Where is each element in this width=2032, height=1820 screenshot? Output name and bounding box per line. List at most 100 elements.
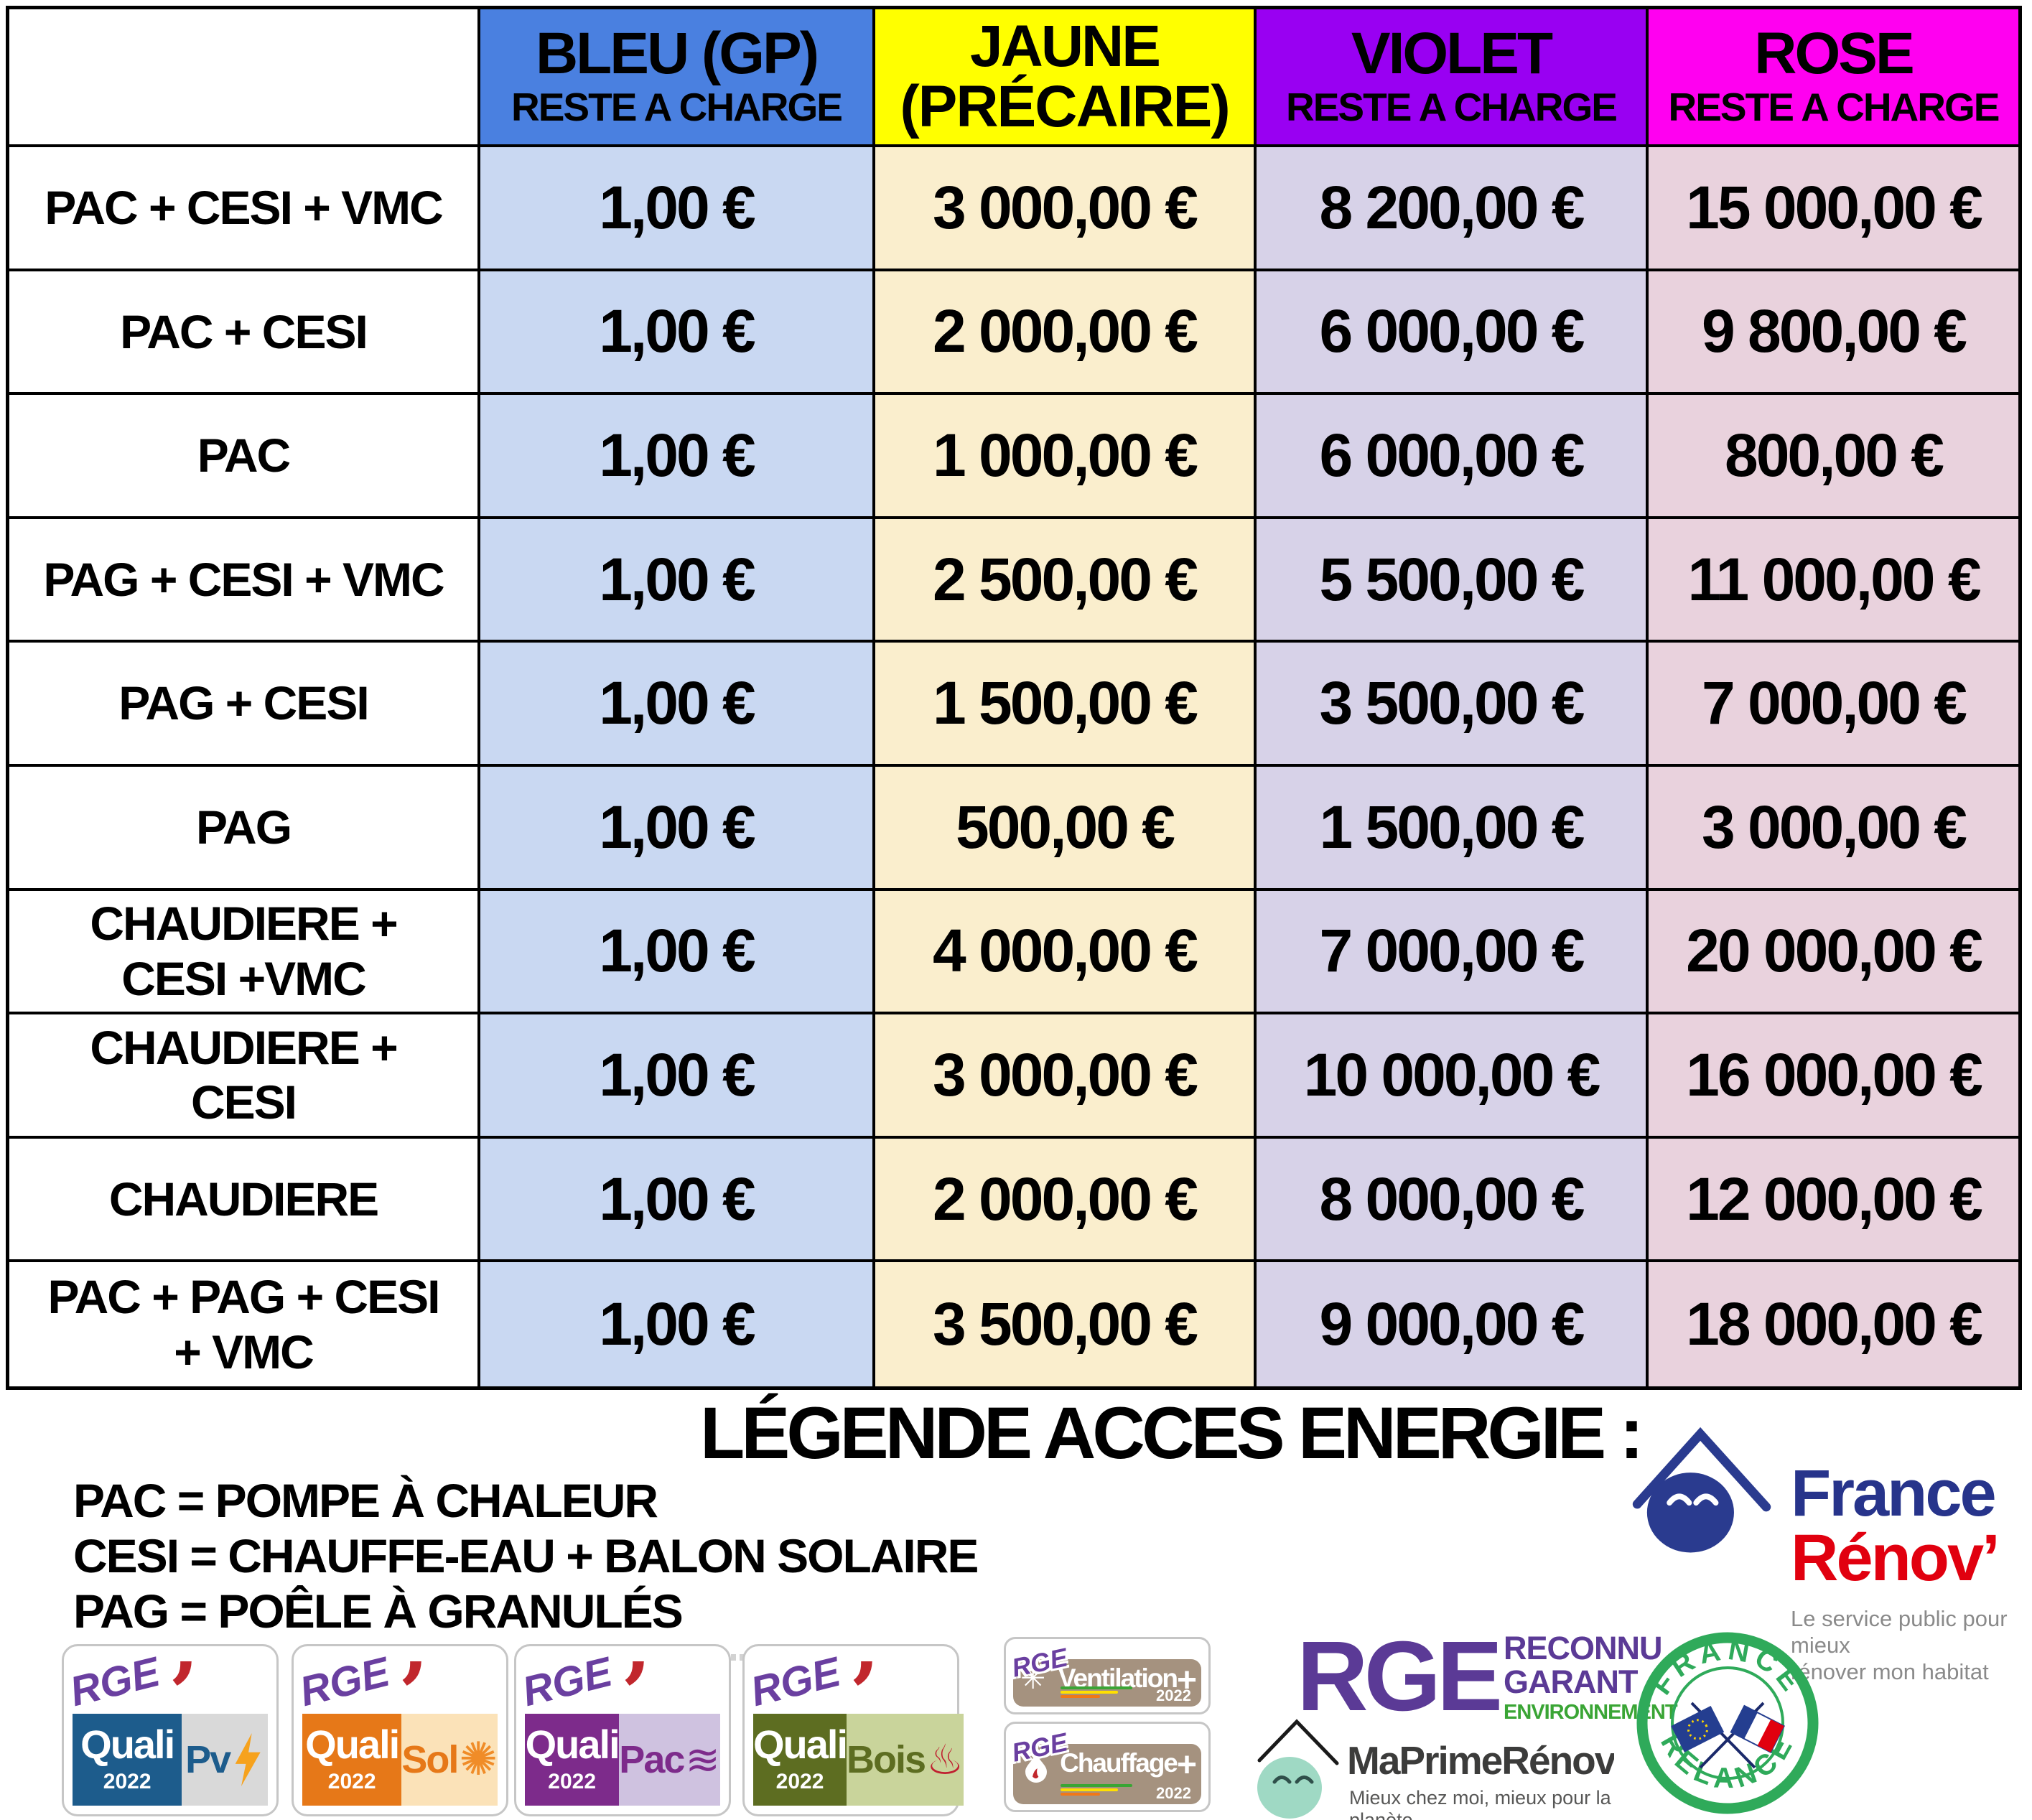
- badge-brand-panel: Quali 2022: [525, 1714, 620, 1806]
- badge-body: Quali 2022 Pv: [73, 1714, 268, 1806]
- france-relance-logo: FRANCE RELANCE: [1636, 1632, 1819, 1814]
- badge-body: Quali 2022 Pac ≋: [525, 1714, 720, 1806]
- year-label: 2022: [548, 1770, 597, 1793]
- legend-item-pac: PAC = POMPE À CHALEUR: [73, 1474, 658, 1527]
- suffix-label: Bois: [847, 1738, 926, 1781]
- row-label: CHAUDIERE + CESI +VMC: [9, 890, 480, 1015]
- suffix-label: Sol: [401, 1738, 459, 1781]
- table-cell: 3 000,00 €: [875, 147, 1257, 271]
- maprimerenov-tagline: Mieux chez moi, mieux pour la planète: [1349, 1787, 1611, 1820]
- badge-body: RGE Chauffage + 2022: [1009, 1727, 1201, 1804]
- rge-acronym: RGE: [1297, 1621, 1503, 1732]
- table-cell: 11 000,00 €: [1649, 518, 2018, 643]
- row-label: PAC + CESI: [9, 271, 480, 396]
- table-cell: 18 000,00 €: [1649, 1262, 2018, 1386]
- column-header-rose: ROSE RESTE A CHARGE: [1649, 9, 2018, 147]
- table-cell: 5 500,00 €: [1257, 518, 1649, 643]
- badge-body: Quali 2022 Sol ✺: [302, 1714, 498, 1806]
- maprimerenov-logo: MaPrimeRénov’ Mieux chez moi, mieux pour…: [1255, 1716, 1614, 1820]
- comma-icon: ’: [621, 1643, 651, 1743]
- row-label: PAG + CESI: [9, 643, 480, 767]
- france-renov-logo: France Rénov’ Le service public pour mie…: [1617, 1399, 2030, 1684]
- badge-brand-panel: Quali 2022: [302, 1714, 402, 1806]
- table-cell: 10 000,00 €: [1257, 1014, 1649, 1139]
- year-label: 2022: [775, 1770, 824, 1793]
- table-cell: 2 500,00 €: [875, 518, 1257, 643]
- column-header-jaune: JAUNE (PRÉCAIRE): [875, 9, 1257, 147]
- house-icon: [1257, 1719, 1339, 1819]
- column-title: VIOLET: [1351, 21, 1553, 87]
- column-title: ROSE: [1754, 21, 1914, 87]
- column-subtitle: (PRÉCAIRE): [900, 74, 1230, 139]
- badge-suffix-panel: Sol ✺: [401, 1714, 498, 1806]
- table-cell: 1,00 €: [480, 1262, 875, 1386]
- table-cell: 8 200,00 €: [1257, 147, 1649, 271]
- heat-waves-icon: ♨: [926, 1735, 964, 1784]
- tagline-line2: rénover mon habitat: [1791, 1659, 1989, 1684]
- badge-body: RGE ✳ Ventilation + 2022: [1009, 1642, 1201, 1707]
- maprimerenov-name: MaPrimeRénov’: [1347, 1738, 1614, 1783]
- row-label: PAC + CESI + VMC: [9, 147, 480, 271]
- row-label: PAG + CESI + VMC: [9, 518, 480, 643]
- sun-icon: ✺: [459, 1733, 498, 1786]
- column-header-violet: VIOLET RESTE A CHARGE: [1257, 9, 1649, 147]
- badge-rge-qualibois: RGE ’ Quali 2022 Bois ♨: [742, 1643, 964, 1816]
- suffix-label: Pv: [185, 1738, 231, 1781]
- table-cell: 1,00 €: [480, 1138, 875, 1263]
- plus-icon: +: [1176, 1661, 1197, 1699]
- rge-words: RECONNU GARANT ENVIRONNEMENT: [1504, 1631, 1678, 1726]
- fan-icon: ✳: [1020, 1661, 1046, 1696]
- table-cell: 1 500,00 €: [875, 643, 1257, 767]
- tagline-line1: Le service public pour mieux: [1791, 1606, 2008, 1658]
- suffix-label: Pac: [619, 1738, 685, 1781]
- france-renov-tagline: Le service public pour mieux rénover mon…: [1791, 1605, 2030, 1685]
- legend-title: LÉGENDE ACCES ENERGIE :: [700, 1392, 1644, 1474]
- legend-item-cesi: CESI = CHAUFFE-EAU + BALON SOLAIRE: [73, 1529, 979, 1582]
- lightning-icon: [235, 1733, 261, 1786]
- table-cell: 15 000,00 €: [1649, 147, 2018, 271]
- rge-sticker: RGE: [295, 1648, 394, 1716]
- row-label: PAC: [9, 395, 480, 519]
- table-cell: 2 000,00 €: [875, 1138, 1257, 1263]
- year-label: 2022: [1156, 1784, 1191, 1802]
- table-cell: 7 000,00 €: [1649, 643, 2018, 767]
- column-title: BLEU (GP): [535, 21, 819, 87]
- badge-brand-panel: Quali 2022: [753, 1714, 848, 1806]
- column-title: JAUNE: [970, 14, 1161, 80]
- table-cell: 4 000,00 €: [875, 890, 1257, 1015]
- energy-stripes: [1061, 1686, 1132, 1701]
- rge-sticker: RGE: [518, 1648, 617, 1716]
- rge-sticker: RGE: [65, 1648, 164, 1716]
- badge-brand-panel: Quali 2022: [73, 1714, 182, 1806]
- rge-reconnu-garant-logo: RGE RECONNU GARANT ENVIRONNEMENT: [1297, 1621, 1678, 1732]
- comma-icon: ’: [399, 1643, 429, 1743]
- table-cell: 9 800,00 €: [1649, 271, 2018, 396]
- badge-rge-chauffage-plus: RGE Chauffage + 2022: [1004, 1722, 1211, 1812]
- subsidy-table: BLEU (GP) RESTE A CHARGE JAUNE (PRÉCAIRE…: [6, 6, 2022, 1390]
- table-cell: 9 000,00 €: [1257, 1262, 1649, 1386]
- brand-label: Quali: [525, 1722, 620, 1767]
- year-label: 2022: [327, 1770, 376, 1793]
- table-cell: 3 500,00 €: [1257, 643, 1649, 767]
- table-cell: 1 500,00 €: [1257, 767, 1649, 891]
- badge-rge-ventilation-plus: RGE ✳ Ventilation + 2022: [1004, 1637, 1211, 1714]
- table-cell: 1,00 €: [480, 271, 875, 396]
- table-cell: 1,00 €: [480, 643, 875, 767]
- badge-rge-qualipv: RGE ’ Quali 2022 Pv: [62, 1643, 279, 1816]
- plus-icon: +: [1176, 1746, 1197, 1784]
- table-cell: 2 000,00 €: [875, 271, 1257, 396]
- column-subtitle: RESTE A CHARGE: [1286, 84, 1618, 129]
- table-corner-cell: [9, 9, 480, 147]
- badge-rge-qualisol: RGE ’ Quali 2022 Sol ✺: [292, 1643, 508, 1816]
- comma-icon: ’: [169, 1643, 199, 1743]
- rge-line-garant: GARANT: [1504, 1663, 1638, 1700]
- table-cell: 8 000,00 €: [1257, 1138, 1649, 1263]
- badge-body: Quali 2022 Bois ♨: [753, 1714, 964, 1806]
- column-header-bleu: BLEU (GP) RESTE A CHARGE: [480, 9, 875, 147]
- badge-suffix-panel: Pv: [182, 1714, 268, 1806]
- rge-sticker: RGE: [746, 1648, 845, 1716]
- comma-icon: ’: [849, 1643, 880, 1743]
- table-cell: 16 000,00 €: [1649, 1014, 2018, 1139]
- table-cell: 1,00 €: [480, 890, 875, 1015]
- table-cell: 3 000,00 €: [875, 1014, 1257, 1139]
